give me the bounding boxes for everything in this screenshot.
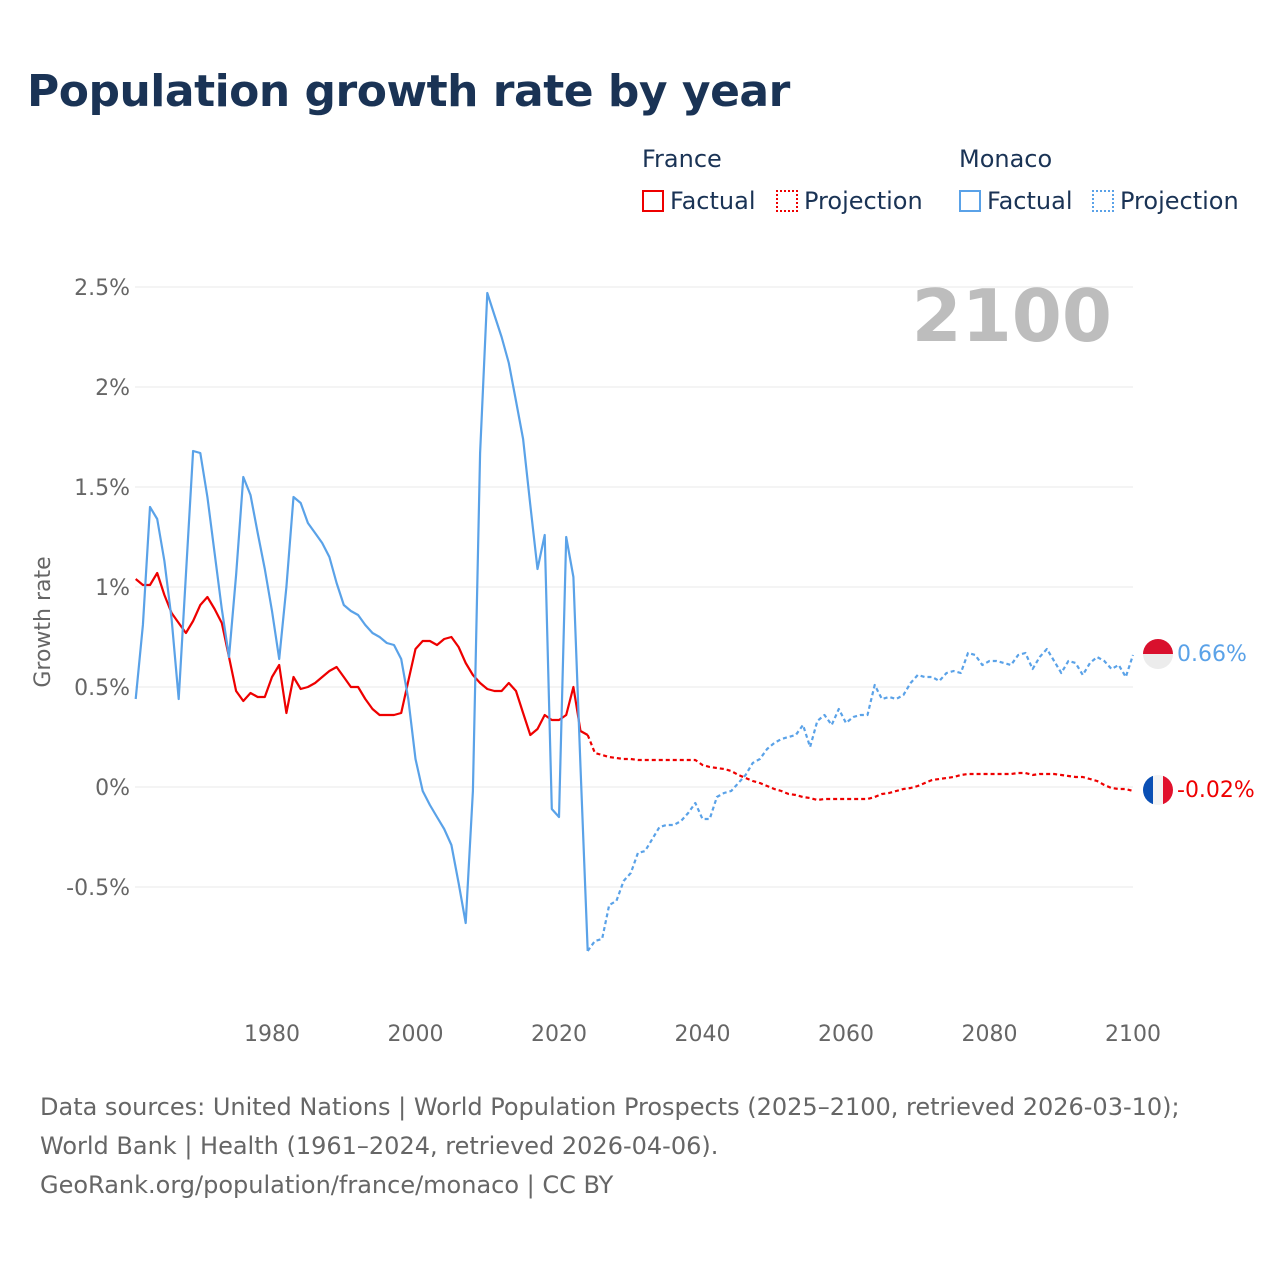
monaco-factual-line: [134, 291, 589, 952]
x-tick-label: 2020: [531, 1022, 587, 1047]
y-tick-label: 1%: [95, 576, 130, 601]
page-title: Population growth rate by year: [27, 66, 790, 117]
footer: Data sources: United Nations | World Pop…: [40, 1088, 1240, 1205]
data-sources: Data sources: United Nations | World Pop…: [40, 1093, 1180, 1160]
flag-france-icon: [1143, 775, 1173, 805]
france-projection-line: [586, 734, 1134, 802]
legend-swatch-dotted: [776, 190, 798, 212]
y-axis: 2.5% 2% 1.5% 1% 0.5% 0% -0.5%: [66, 276, 130, 901]
end-label-france: -0.02%: [1177, 778, 1255, 803]
end-label-monaco: 0.66%: [1177, 642, 1247, 667]
y-axis-label: Growth rate: [31, 556, 56, 687]
credit-link[interactable]: GeoRank.org/population/france/monaco | C…: [40, 1171, 614, 1199]
legend-monaco-projection[interactable]: Projection: [1092, 187, 1239, 215]
x-tick-label: 2080: [962, 1022, 1018, 1047]
x-tick-label: 2060: [818, 1022, 874, 1047]
legend-swatch-solid: [642, 190, 664, 212]
legend-france-factual[interactable]: Factual: [642, 187, 756, 215]
legend-monaco-factual[interactable]: Factual: [959, 187, 1073, 215]
y-tick-label: -0.5%: [66, 876, 130, 901]
legend-label: Factual: [670, 187, 756, 215]
x-tick-label: 1980: [244, 1022, 300, 1047]
y-tick-label: 0.5%: [74, 676, 130, 701]
legend-france-projection[interactable]: Projection: [776, 187, 923, 215]
y-tick-label: 0%: [95, 776, 130, 801]
x-tick-label: 2040: [675, 1022, 731, 1047]
series-lines: [134, 291, 1135, 952]
flag-monaco-icon: [1143, 639, 1173, 669]
x-tick-label: 2000: [388, 1022, 444, 1047]
y-tick-label: 2%: [95, 376, 130, 401]
monaco-projection-line: [586, 647, 1135, 952]
x-axis: 1980 2000 2020 2040 2060 2080 2100: [244, 1022, 1161, 1047]
france-factual-line: [134, 571, 589, 737]
legend-label: Projection: [804, 187, 923, 215]
current-year-display: 2100: [911, 274, 1112, 358]
legend-label: Factual: [987, 187, 1073, 215]
legend-group-france: France: [642, 145, 722, 173]
legend-label: Projection: [1120, 187, 1239, 215]
legend-group-monaco: Monaco: [959, 145, 1053, 173]
grid: [135, 286, 1133, 888]
legend-swatch-solid: [959, 190, 981, 212]
legend-swatch-dotted: [1092, 190, 1114, 212]
x-tick-label: 2100: [1105, 1022, 1161, 1047]
y-tick-label: 2.5%: [74, 276, 130, 301]
y-tick-label: 1.5%: [74, 476, 130, 501]
